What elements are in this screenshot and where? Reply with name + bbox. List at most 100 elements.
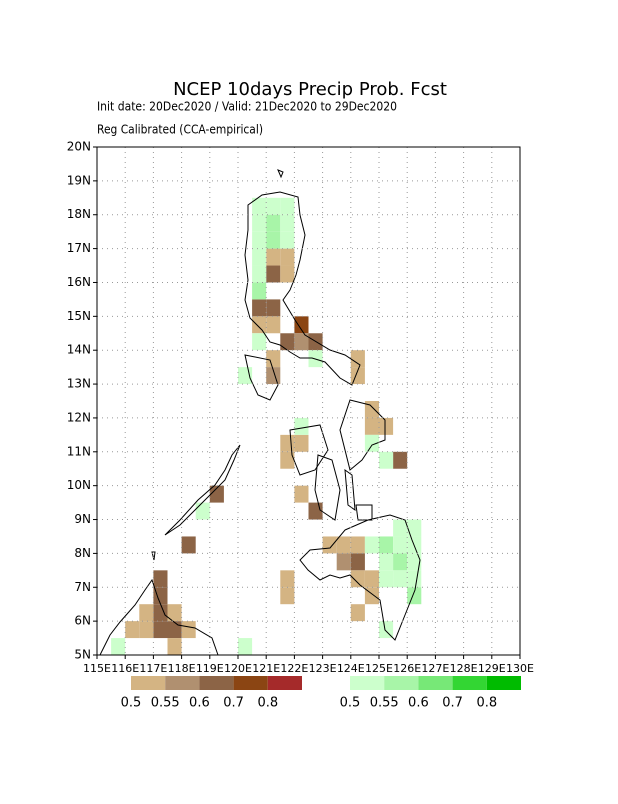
wet-cell — [407, 519, 422, 537]
y-tick-label: 14N — [67, 343, 91, 357]
x-tick-label: 129E — [478, 662, 506, 675]
y-tick-label: 6N — [74, 614, 91, 628]
dry-cell — [350, 350, 365, 368]
x-tick-label: 121E — [252, 662, 280, 675]
wet-cell — [379, 570, 394, 588]
dry-cell — [252, 316, 267, 334]
dry-cell — [181, 621, 196, 639]
y-tick-label: 13N — [67, 377, 91, 391]
wet-cell — [252, 333, 267, 351]
dry-cell — [350, 570, 365, 588]
dry-cell — [125, 621, 140, 639]
subtitle: Reg Calibrated (CCA-empirical) — [97, 123, 263, 137]
dry-cell — [280, 434, 295, 452]
y-tick-label: 15N — [67, 309, 91, 323]
dry-cell — [153, 570, 168, 588]
colorbar-label: 0.6 — [189, 696, 210, 711]
y-tick-label: 7N — [74, 580, 91, 594]
colorbar-box — [199, 676, 234, 690]
colorbar-box — [452, 676, 487, 690]
dry-cell — [181, 536, 196, 554]
dry-cell — [294, 485, 309, 503]
dry-cell — [364, 570, 379, 588]
wet-cell — [407, 587, 422, 605]
colorbar-box — [350, 676, 385, 690]
y-tick-label: 11N — [67, 444, 91, 458]
wet-cell — [294, 417, 309, 435]
x-tick-label: 116E — [111, 662, 139, 675]
colorbar-label: 0.55 — [370, 696, 399, 711]
dry-cell — [139, 604, 154, 622]
x-tick-label: 122E — [280, 662, 308, 675]
wet-cell — [252, 265, 267, 283]
y-tick-label: 17N — [67, 241, 91, 255]
colorbar-label: 0.8 — [476, 696, 497, 711]
y-tick-label: 20N — [67, 140, 91, 154]
x-tick-label: 118E — [168, 662, 196, 675]
wet-cell — [393, 553, 408, 571]
x-tick-label: 115E — [83, 662, 111, 675]
dry-cell — [294, 434, 309, 452]
x-tick-label: 123E — [309, 662, 337, 675]
dry-cell — [266, 350, 281, 368]
colorbar-label: 0.7 — [223, 696, 244, 711]
y-tick-label: 16N — [67, 275, 91, 289]
dry-cell — [379, 417, 394, 435]
dry-cell — [280, 587, 295, 605]
colorbar-label: 0.5 — [340, 696, 361, 711]
dry-cell — [167, 604, 182, 622]
wet-cell — [379, 536, 394, 554]
colorbar-label: 0.5 — [121, 696, 142, 711]
dry-cell — [153, 604, 168, 622]
colorbar-box — [418, 676, 453, 690]
wet-cell — [379, 553, 394, 571]
wet-cell — [407, 553, 422, 571]
colorbar-box — [486, 676, 521, 690]
dry-cell — [280, 570, 295, 588]
dry-cell — [266, 265, 281, 283]
dry-cell — [153, 587, 168, 605]
wet-cell — [266, 231, 281, 249]
colorbar-box — [233, 676, 268, 690]
colorbar-label: 0.8 — [257, 696, 278, 711]
wet-cell — [266, 197, 281, 215]
wet-cell — [111, 638, 126, 655]
dry-cell — [350, 536, 365, 554]
wet-cell — [364, 434, 379, 452]
dry-cell — [336, 536, 351, 554]
dry-cell — [294, 316, 309, 334]
wet-cell — [280, 231, 295, 249]
dry-cell — [167, 621, 182, 639]
wet-cell — [280, 214, 295, 232]
y-tick-label: 10N — [67, 478, 91, 492]
wet-cell — [252, 231, 267, 249]
colorbar-label: 0.6 — [408, 696, 429, 711]
x-tick-label: 120E — [224, 662, 252, 675]
dry-cell — [350, 553, 365, 571]
x-tick-label: 128E — [450, 662, 478, 675]
y-tick-label: 5N — [74, 648, 91, 662]
y-tick-label: 8N — [74, 546, 91, 560]
x-tick-label: 126E — [393, 662, 421, 675]
wet-cell — [393, 519, 408, 537]
dry-cell — [322, 536, 337, 554]
wet-cell — [252, 197, 267, 215]
x-tick-label: 130E — [506, 662, 534, 675]
dry-cell — [308, 502, 323, 520]
wet-cell — [379, 451, 394, 469]
plot-frame — [96, 146, 521, 656]
dry-cell — [266, 299, 281, 317]
dry-cell — [266, 316, 281, 334]
wet-cell — [393, 536, 408, 554]
wet-cell — [379, 621, 394, 639]
chart-title: NCEP 10days Precip Prob. Fcst — [173, 79, 447, 100]
dry-cell — [393, 451, 408, 469]
wet-cell — [238, 638, 253, 655]
dry-cell — [364, 417, 379, 435]
wet-cell — [252, 214, 267, 232]
colorbar-box — [267, 676, 302, 690]
dry-cell — [266, 248, 281, 266]
wet-cell — [280, 197, 295, 215]
x-tick-label: 124E — [337, 662, 365, 675]
colorbar-box — [131, 676, 166, 690]
